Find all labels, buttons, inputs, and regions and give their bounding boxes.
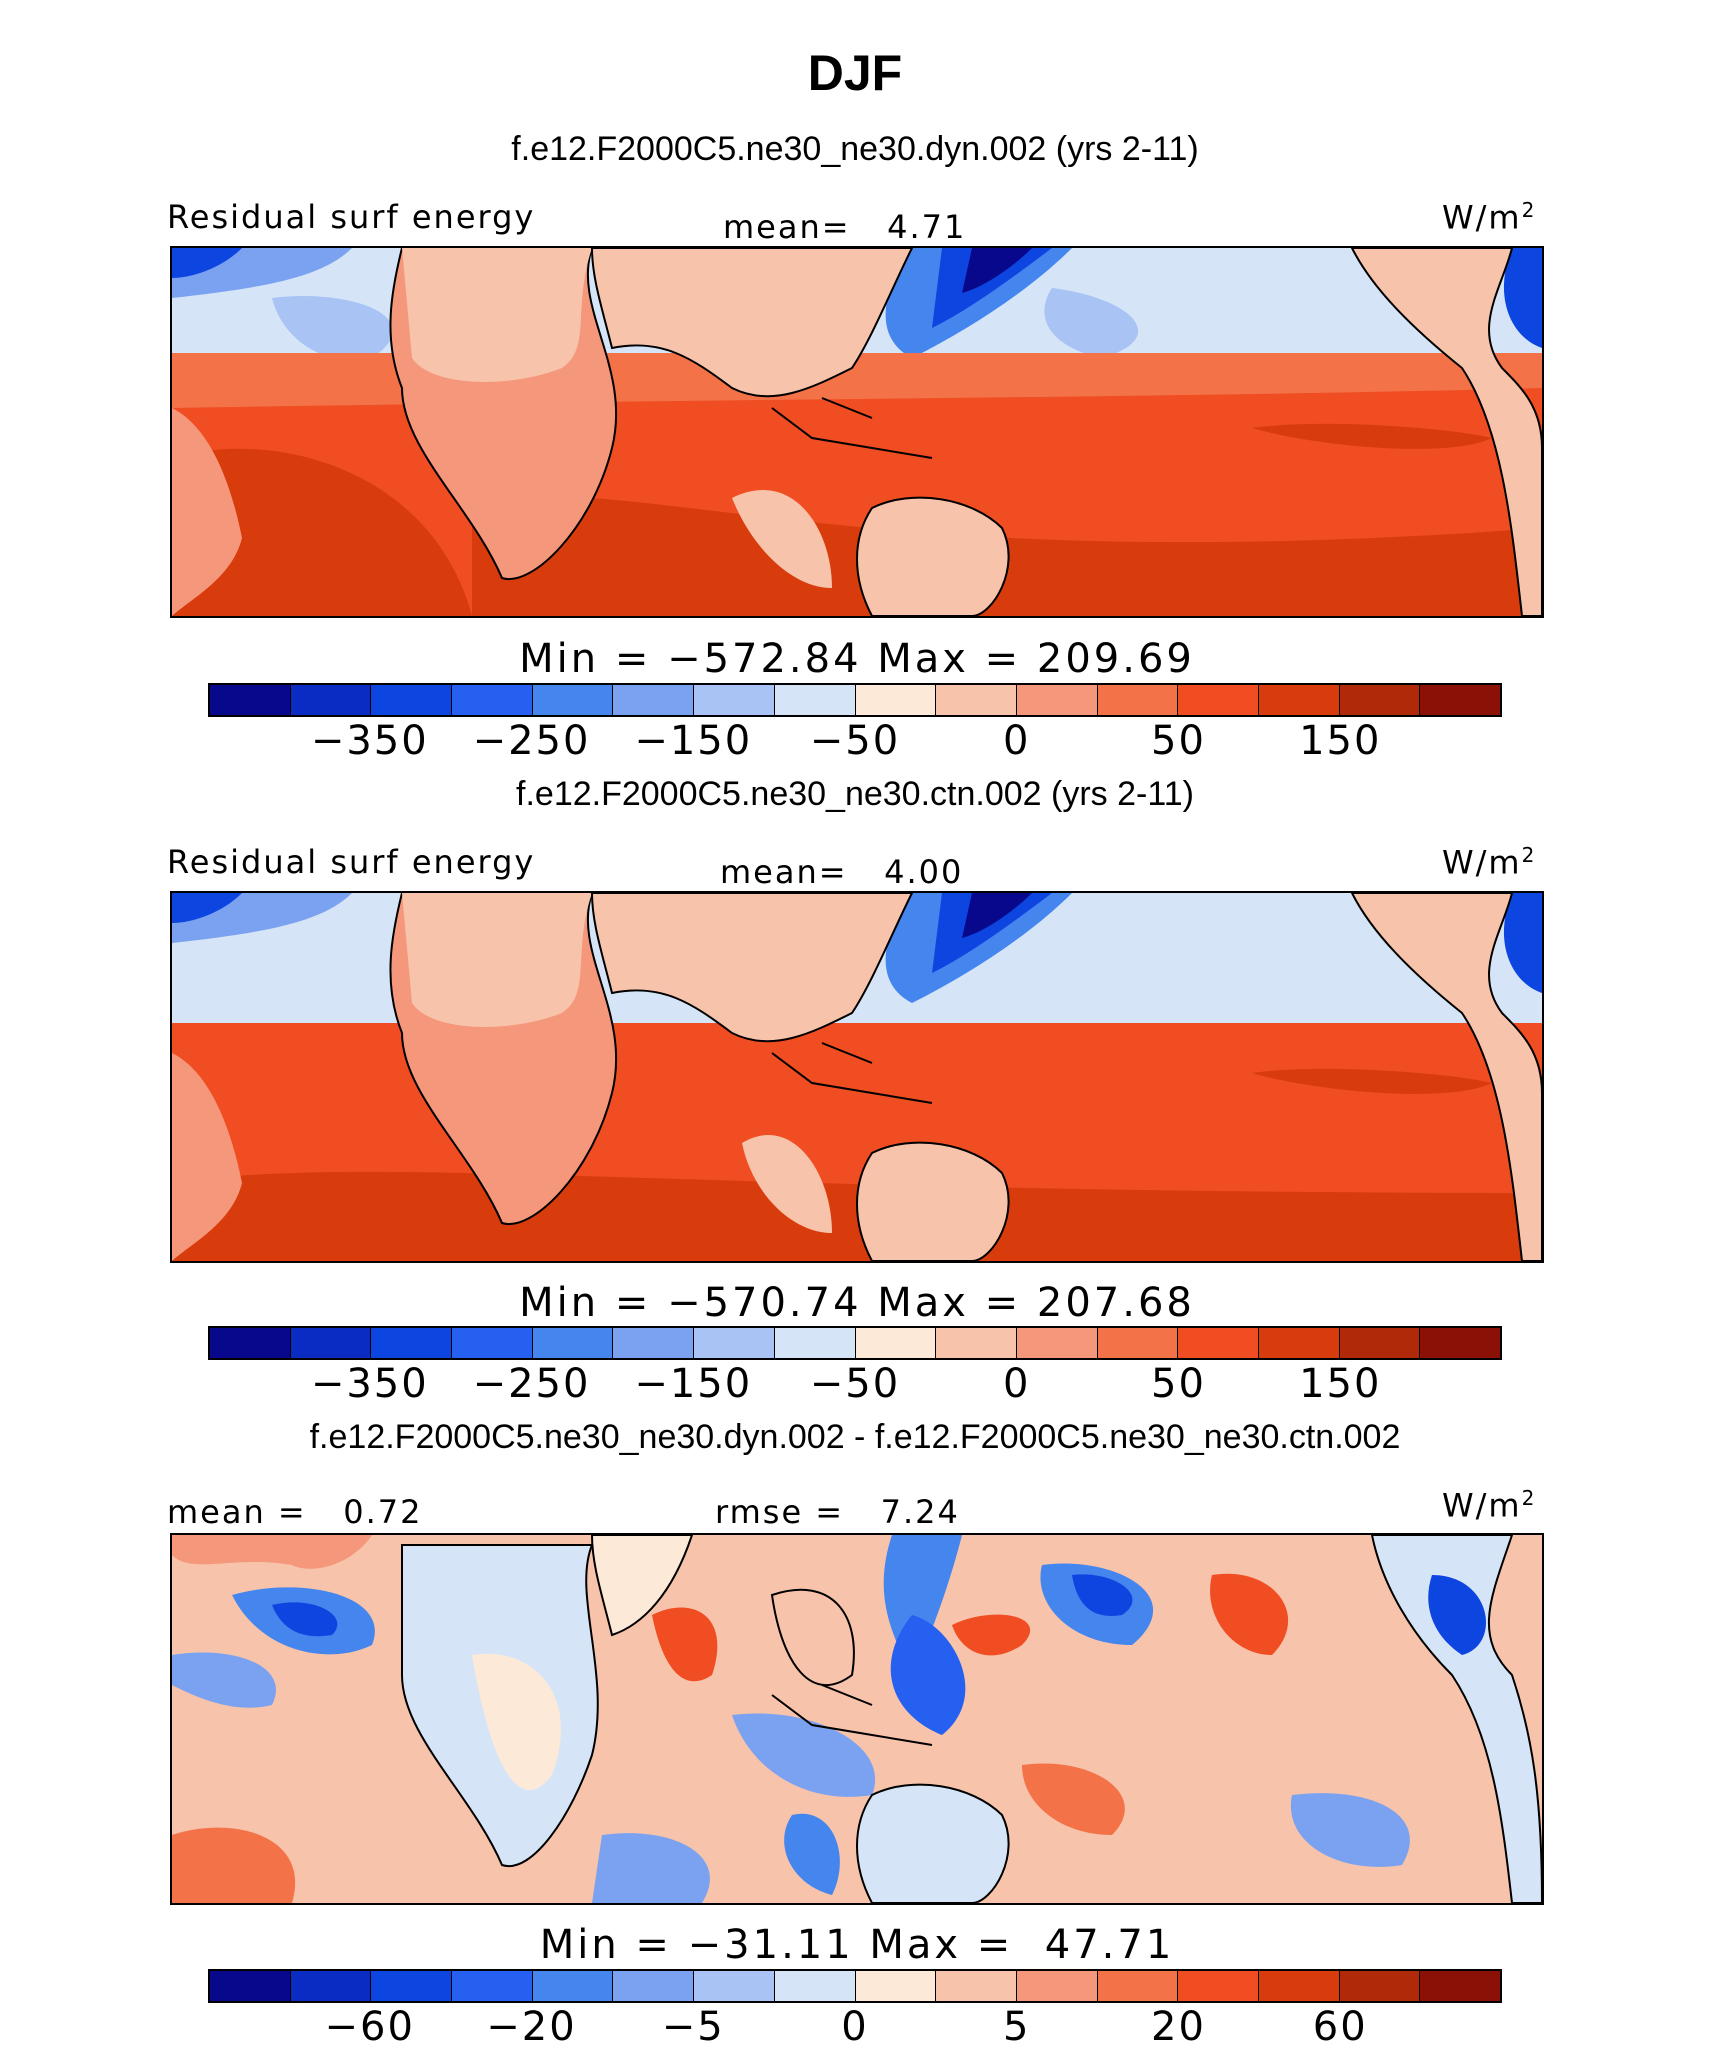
colorbar-swatch xyxy=(210,1328,291,1358)
panel-3-rmse-label: rmse = 7.24 xyxy=(715,1493,960,1531)
colorbar-swatch xyxy=(855,1328,937,1358)
colorbar-swatch xyxy=(210,1971,291,2001)
colorbar-swatch xyxy=(1016,685,1098,715)
panel-3-minmax: Min = −31.11 Max = 47.71 xyxy=(539,1922,1175,1968)
colorbar-swatch xyxy=(1097,1971,1179,2001)
colorbar-swatch xyxy=(936,1971,1017,2001)
colorbar-swatch xyxy=(1178,685,1259,715)
colorbar-tick-label: 5 xyxy=(1003,2004,1031,2050)
colorbar-swatch xyxy=(1339,1971,1421,2001)
colorbar-swatch xyxy=(452,1328,533,1358)
colorbar-swatch xyxy=(532,1971,614,2001)
colorbar-tick-label: 0 xyxy=(1003,1361,1031,1407)
colorbar-swatch xyxy=(1258,1971,1340,2001)
colorbar-tick-label: 0 xyxy=(841,2004,869,2050)
colorbar-swatch xyxy=(1016,1328,1098,1358)
colorbar-tick-label: −150 xyxy=(634,718,753,764)
colorbar-swatch xyxy=(694,685,775,715)
colorbar-swatch xyxy=(855,685,937,715)
panel-1-colorbar-ticks: −350 −250 −150 −50 0 50 150 xyxy=(0,718,1710,768)
colorbar-swatch xyxy=(290,1328,372,1358)
colorbar-tick-label: −5 xyxy=(661,2004,725,2050)
colorbar-swatch xyxy=(613,1971,695,2001)
colorbar-swatch xyxy=(774,1971,856,2001)
colorbar-swatch xyxy=(532,685,614,715)
colorbar-swatch xyxy=(1420,1328,1500,1358)
colorbar-swatch xyxy=(371,1971,453,2001)
colorbar-tick-label: −350 xyxy=(310,1361,429,1407)
colorbar-swatch xyxy=(936,1328,1017,1358)
colorbar-swatch xyxy=(371,685,453,715)
colorbar-swatch xyxy=(1097,685,1179,715)
panel-2-colorbar xyxy=(208,1326,1502,1360)
colorbar-swatch xyxy=(210,685,291,715)
colorbar-swatch xyxy=(1339,685,1421,715)
panel-2-mean-label: mean= 4.00 xyxy=(720,853,964,891)
colorbar-swatch xyxy=(613,1328,695,1358)
colorbar-swatch xyxy=(774,685,856,715)
colorbar-swatch xyxy=(1339,1328,1421,1358)
colorbar-tick-label: 20 xyxy=(1151,2004,1206,2050)
colorbar-swatch xyxy=(1420,685,1500,715)
colorbar-tick-label: −60 xyxy=(324,2004,415,2050)
colorbar-tick-label: −250 xyxy=(472,718,591,764)
colorbar-swatch xyxy=(855,1971,937,2001)
colorbar-swatch xyxy=(936,685,1017,715)
colorbar-swatch xyxy=(1016,1971,1098,2001)
panel-3-subtitle: f.e12.F2000C5.ne30_ne30.dyn.002 - f.e12.… xyxy=(309,1418,1401,1456)
colorbar-tick-label: 150 xyxy=(1299,718,1382,764)
colorbar-tick-label: −150 xyxy=(634,1361,753,1407)
colorbar-swatch xyxy=(452,685,533,715)
colorbar-tick-label: −350 xyxy=(310,718,429,764)
panel-1-minmax: Min = −572.84 Max = 209.69 xyxy=(519,636,1195,682)
panel-2-colorbar-ticks: −350 −250 −150 −50 0 50 150 xyxy=(0,1361,1710,1411)
panel-3-map xyxy=(170,1533,1544,1905)
colorbar-tick-label: −50 xyxy=(809,1361,901,1407)
colorbar-swatch xyxy=(532,1328,614,1358)
panel-3-colorbar xyxy=(208,1969,1502,2003)
colorbar-swatch xyxy=(452,1971,533,2001)
panel-1-field-label: Residual surf energy xyxy=(167,198,536,236)
panel-1-units: W/m2 xyxy=(1442,198,1537,237)
colorbar-tick-label: 0 xyxy=(1003,718,1031,764)
colorbar-swatch xyxy=(694,1971,775,2001)
colorbar-tick-label: 60 xyxy=(1312,2004,1368,2050)
colorbar-swatch xyxy=(290,685,372,715)
panel-3-mean-label: mean = 0.72 xyxy=(167,1493,423,1531)
colorbar-swatch xyxy=(371,1328,453,1358)
colorbar-tick-label: −50 xyxy=(809,718,901,764)
colorbar-swatch xyxy=(1178,1971,1259,2001)
colorbar-swatch xyxy=(1097,1328,1179,1358)
colorbar-swatch xyxy=(290,1971,372,2001)
colorbar-tick-label: 50 xyxy=(1151,718,1206,764)
panel-3-units: W/m2 xyxy=(1442,1486,1537,1525)
panel-1-map xyxy=(170,246,1544,618)
colorbar-swatch xyxy=(1258,1328,1340,1358)
colorbar-tick-label: −250 xyxy=(472,1361,591,1407)
colorbar-swatch xyxy=(1178,1328,1259,1358)
colorbar-swatch xyxy=(613,685,695,715)
panel-2-map xyxy=(170,891,1544,1263)
colorbar-tick-label: 50 xyxy=(1151,1361,1206,1407)
panel-1-colorbar xyxy=(208,683,1502,717)
panel-2-subtitle: f.e12.F2000C5.ne30_ne30.ctn.002 (yrs 2-1… xyxy=(516,775,1194,813)
colorbar-swatch xyxy=(1420,1971,1500,2001)
panel-2-units: W/m2 xyxy=(1442,843,1537,882)
colorbar-swatch xyxy=(694,1328,775,1358)
colorbar-swatch xyxy=(1258,685,1340,715)
panel-2-field-label: Residual surf energy xyxy=(167,843,536,881)
panel-1-subtitle: f.e12.F2000C5.ne30_ne30.dyn.002 (yrs 2-1… xyxy=(511,130,1199,168)
colorbar-tick-label: −20 xyxy=(486,2004,577,2050)
panel-1-mean-label: mean= 4.71 xyxy=(723,208,967,246)
panel-2-minmax: Min = −570.74 Max = 207.68 xyxy=(519,1280,1195,1326)
panel-3-colorbar-ticks: −60 −20 −5 0 5 20 60 xyxy=(0,2004,1710,2054)
page-title: DJF xyxy=(807,45,903,101)
colorbar-swatch xyxy=(774,1328,856,1358)
colorbar-tick-label: 150 xyxy=(1299,1361,1382,1407)
